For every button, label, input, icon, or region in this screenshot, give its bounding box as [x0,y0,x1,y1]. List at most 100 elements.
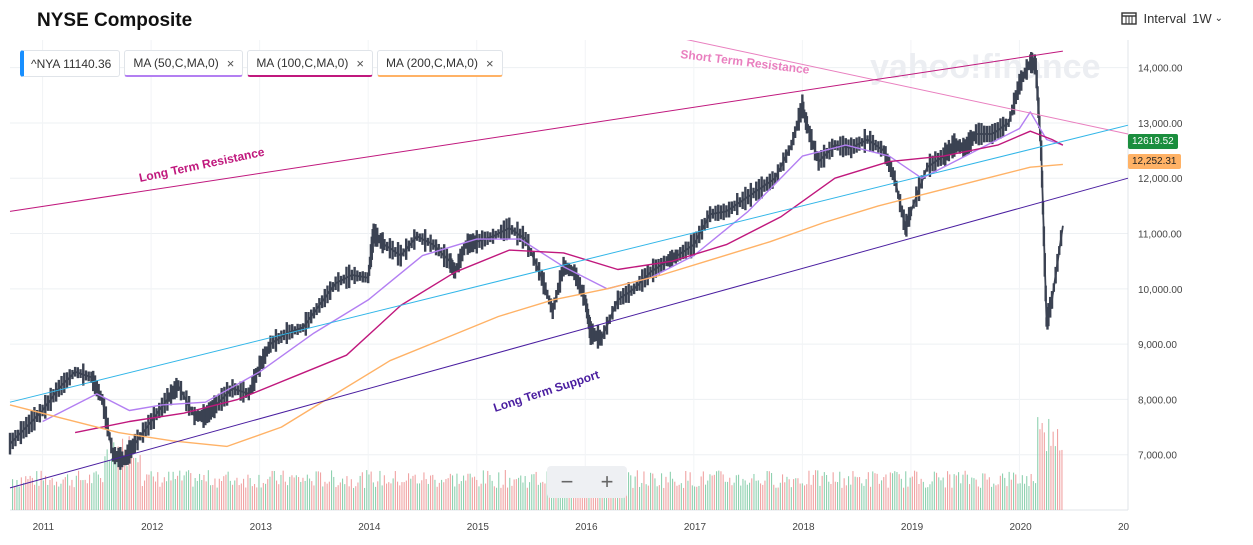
price-candle [1058,246,1061,255]
price-candle [108,432,111,441]
volume-bar [93,472,95,510]
price-candle [651,258,655,283]
price-candle [711,208,715,219]
volume-bar [588,486,590,510]
price-candle [1036,86,1039,101]
price-candle [996,122,999,139]
price-candle [22,421,25,439]
price-candle [776,164,780,182]
price-candle [967,132,971,155]
volume-bar [344,484,346,510]
volume-bar [480,483,482,510]
price-candle [828,141,831,160]
volume-bar [771,473,773,510]
volume-bar [744,480,746,510]
price-candle [16,429,20,441]
legend-label: MA (100,C,MA,0) [256,56,349,70]
volume-bar [971,477,973,510]
volume-bar [350,479,352,510]
volume-bar [436,486,438,510]
volume-bar [977,486,979,510]
volume-bar [819,485,821,510]
price-candle [749,182,753,207]
price-candle [163,392,166,414]
zoom-out-button[interactable]: − [560,469,574,494]
volume-bar [1008,471,1010,510]
volume-bar [632,487,634,510]
price-candle [54,382,58,402]
price-candle [217,393,221,411]
volume-bar [16,480,18,510]
price-candle [755,181,758,201]
legend-ma-pill[interactable]: MA (100,C,MA,0) × [247,50,373,77]
volume-bar [986,479,988,510]
volume-bar [260,487,262,510]
price-candle [670,249,674,268]
chart-area[interactable]: 7,000.00 8,000.00 9,000.00 10,000.00 11,000.… [0,17,1253,545]
price-candle [35,410,39,422]
volume-bar [289,476,291,510]
volume-bar [135,457,137,510]
price-candle [486,231,489,245]
price-candle [510,225,514,235]
volume-bar [278,484,280,510]
volume-bar [293,477,295,510]
price-candle [326,285,329,304]
volume-bar [1054,446,1056,510]
legend-symbol-pill[interactable]: ^NYA 11140.36 [20,50,121,77]
volume-bar [1037,417,1039,510]
price-candle [494,230,497,240]
volume-bar [170,480,172,510]
volume-bar [328,481,330,510]
volume-bar [456,473,458,510]
legend-ma-pill[interactable]: MA (200,C,MA,0) × [376,50,503,77]
price-candle [782,152,785,171]
price-candle [643,268,647,288]
y-tick-label: 10,000.00 [1138,285,1183,296]
price-candle [674,249,677,264]
price-candle [93,375,97,394]
close-icon[interactable]: × [356,55,364,71]
price-candle [654,259,658,278]
interval-selector[interactable]: Interval 1W ⌄ [1121,11,1223,26]
volume-bar [386,483,388,510]
price-candle [353,266,356,285]
close-icon[interactable]: × [226,55,235,71]
volume-bar [914,470,916,510]
volume-bar [953,474,955,510]
price-candle [394,247,397,257]
interval-value[interactable]: 1W [1192,11,1212,26]
volume-bar [676,485,678,510]
close-icon[interactable]: × [485,55,494,71]
volume-bar [47,484,49,510]
volume-bar [507,487,509,510]
price-candle [660,257,663,272]
price-candle [356,270,359,282]
price-candle [518,228,522,243]
price-candle [965,136,969,155]
chart-svg[interactable]: 7,000.00 8,000.00 9,000.00 10,000.00 11,000.… [0,17,1253,545]
volume-bar [190,473,192,510]
price-candle [410,237,413,249]
price-candle [423,229,427,252]
volume-bar [408,473,410,510]
price-candle [822,144,826,168]
volume-bar [487,470,489,510]
price-candle [277,333,280,345]
price-candle [603,325,606,340]
zoom-in-button[interactable]: + [600,469,614,494]
volume-bar [427,483,429,510]
price-candle [547,295,551,305]
volume-bar [639,486,641,510]
volume-bar [243,478,245,510]
legend-ma-pill[interactable]: MA (50,C,MA,0) × [124,50,244,77]
volume-bar [1039,429,1041,510]
volume-bar [82,480,84,510]
volume-bar [823,472,825,510]
price-candle [1044,285,1047,302]
price-candle [962,137,965,157]
series-line [74,130,1064,434]
price-candle [792,131,795,146]
volume-bar [269,476,271,510]
zoom-control[interactable]: − + [547,466,627,498]
